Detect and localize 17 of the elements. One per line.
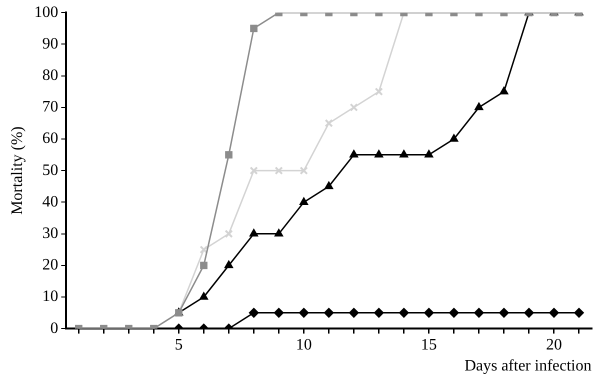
x-tick-label: 5	[174, 336, 183, 354]
y-tick-label: 90	[42, 35, 58, 52]
y-tick-label: 0	[50, 320, 58, 337]
x-tick-label: 20	[546, 336, 562, 354]
y-axis-title: Mortality (%)	[8, 126, 26, 215]
y-tick-label: 50	[42, 162, 58, 179]
y-tick-label: 60	[42, 130, 58, 148]
y-tick-label: 100	[34, 4, 58, 21]
y-tick-label: 10	[42, 288, 58, 306]
y-tick-label: 70	[42, 98, 58, 116]
y-tick-label: 80	[42, 67, 58, 84]
x-axis-title: Days after infection	[464, 358, 592, 375]
x-tick-label: 15	[420, 336, 437, 354]
y-tick-label: 40	[42, 193, 58, 210]
y-tick-label: 30	[42, 225, 58, 242]
x-tick-label: 10	[296, 336, 312, 354]
y-tick-label: 20	[42, 256, 58, 274]
